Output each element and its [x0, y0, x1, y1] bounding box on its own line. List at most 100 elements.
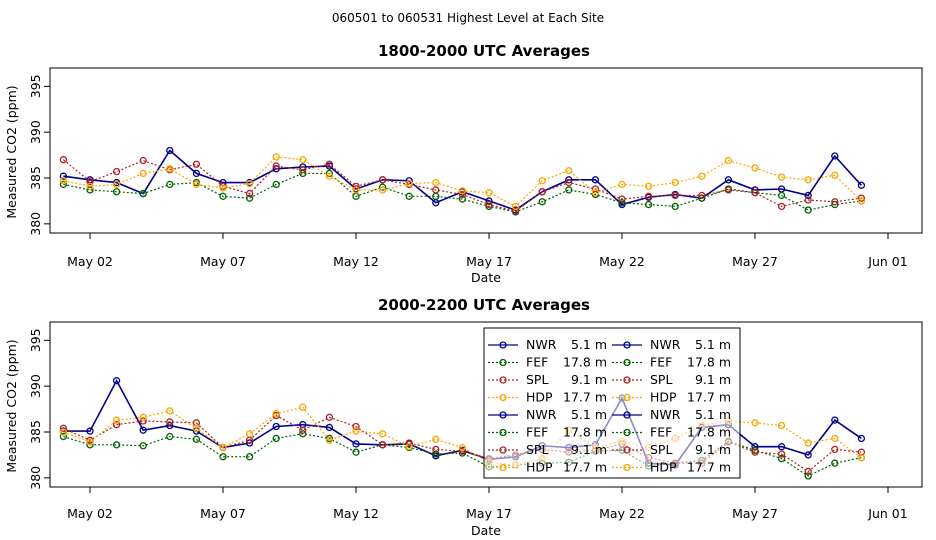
legend-marker — [499, 393, 507, 402]
data-point-fef — [671, 202, 679, 211]
data-point-spl — [724, 186, 733, 194]
legend-marker — [623, 393, 631, 402]
data-point-spl — [192, 160, 201, 168]
data-point-nwr — [724, 176, 733, 184]
legend-height: 17.7 m — [563, 390, 607, 405]
data-point-fef — [112, 441, 121, 449]
legend-marker — [499, 376, 507, 384]
legend-name: FEF — [650, 355, 672, 370]
data-point-spl — [831, 445, 839, 454]
legend-name: NWR — [526, 407, 557, 422]
legend-name: NWR — [650, 337, 681, 352]
data-point-spl — [405, 439, 413, 447]
data-point-fef — [86, 186, 94, 194]
data-point-spl — [352, 182, 360, 190]
x-tick-label: May 17 — [466, 254, 512, 269]
data-point-spl — [857, 194, 866, 202]
legend-name: SPL — [650, 372, 672, 387]
data-point-fef — [272, 180, 280, 189]
data-point-spl — [831, 198, 839, 206]
y-tick-label: 380 — [28, 212, 43, 236]
data-point-spl — [325, 413, 334, 421]
data-point-fef — [378, 183, 387, 191]
data-point-nwr — [166, 146, 174, 155]
data-point-fef — [777, 454, 786, 463]
data-point-spl — [378, 176, 387, 184]
y-tick-label: 395 — [28, 328, 43, 352]
data-point-spl — [245, 189, 254, 198]
data-point-fef — [458, 195, 467, 203]
legend-marker — [623, 376, 631, 384]
legend-marker — [499, 358, 507, 367]
panel-2-title: 2000-2200 UTC Averages — [378, 296, 590, 314]
data-point-hdp — [245, 179, 254, 188]
legend-marker — [623, 446, 631, 454]
data-point-spl — [804, 196, 812, 204]
legend-marker — [499, 411, 507, 419]
legend: NWR 5.1 m NWR 5.1 m FEF 17.8 m FEF 17.8 m SPL 9.1… — [483, 327, 741, 479]
data-point-hdp — [644, 182, 653, 190]
panel-1-y-axis-label: Measured CO2 (ppm) — [4, 85, 19, 218]
data-point-fef — [565, 186, 573, 194]
data-point-spl — [378, 441, 387, 449]
data-point-hdp — [777, 173, 786, 181]
data-point-fef — [804, 472, 812, 480]
data-point-hdp — [857, 197, 866, 205]
series-line-fef — [63, 433, 862, 477]
legend-height: 17.8 m — [563, 355, 607, 370]
x-tick-label: May 17 — [466, 506, 512, 521]
data-point-fef — [245, 194, 254, 202]
legend-name: HDP — [650, 460, 677, 475]
legend-marker — [623, 428, 631, 437]
y-tick-label: 395 — [28, 74, 43, 98]
legend-height: 5.1 m — [571, 407, 607, 422]
data-point-hdp — [831, 171, 839, 179]
data-point-hdp — [352, 427, 360, 435]
legend-name: SPL — [526, 372, 548, 387]
data-point-hdp — [325, 436, 334, 444]
data-point-hdp — [112, 416, 121, 424]
y-tick-label: 385 — [28, 420, 43, 444]
data-point-hdp — [112, 180, 121, 189]
data-point-hdp — [139, 169, 147, 178]
data-point-hdp — [698, 172, 706, 180]
legend-box — [483, 327, 741, 479]
data-point-spl — [166, 418, 174, 426]
data-point-hdp — [219, 184, 227, 192]
data-point-hdp — [565, 167, 573, 175]
panel-2-frame — [49, 321, 923, 488]
panel-1: 380 385 390 395 May 02 May 07 May 12 May 17 May … — [28, 67, 923, 269]
data-point-spl — [511, 207, 520, 215]
data-point-hdp — [219, 443, 227, 452]
data-point-hdp — [405, 179, 413, 188]
legend-name: HDP — [526, 460, 553, 475]
legend-height: 5.1 m — [571, 337, 607, 352]
data-point-spl — [325, 160, 334, 168]
data-point-hdp — [777, 421, 786, 430]
data-point-hdp — [405, 443, 413, 451]
data-point-spl — [458, 190, 467, 199]
data-point-hdp — [299, 156, 307, 164]
data-point-nwr — [831, 152, 839, 160]
data-point-spl — [352, 422, 360, 431]
data-point-spl — [751, 189, 759, 197]
data-point-fef — [299, 430, 307, 438]
figure-title: 060501 to 060531 Highest Level at Each S… — [332, 11, 604, 25]
legend-height: 17.8 m — [687, 355, 731, 370]
legend-height: 9.1 m — [695, 442, 731, 457]
data-point-spl — [671, 191, 679, 200]
legend-height: 9.1 m — [571, 372, 607, 387]
data-point-hdp — [458, 443, 467, 452]
x-tick-label: May 02 — [67, 254, 113, 269]
data-point-fef — [192, 435, 201, 443]
legend-name: FEF — [526, 355, 548, 370]
data-point-hdp — [272, 153, 280, 161]
data-point-fef — [432, 450, 440, 458]
data-point-nwr — [804, 451, 812, 459]
legend-marker — [623, 463, 631, 472]
data-point-fef — [245, 453, 254, 461]
data-point-hdp — [724, 156, 733, 165]
data-point-spl — [112, 167, 121, 176]
y-tick-label: 385 — [28, 166, 43, 190]
